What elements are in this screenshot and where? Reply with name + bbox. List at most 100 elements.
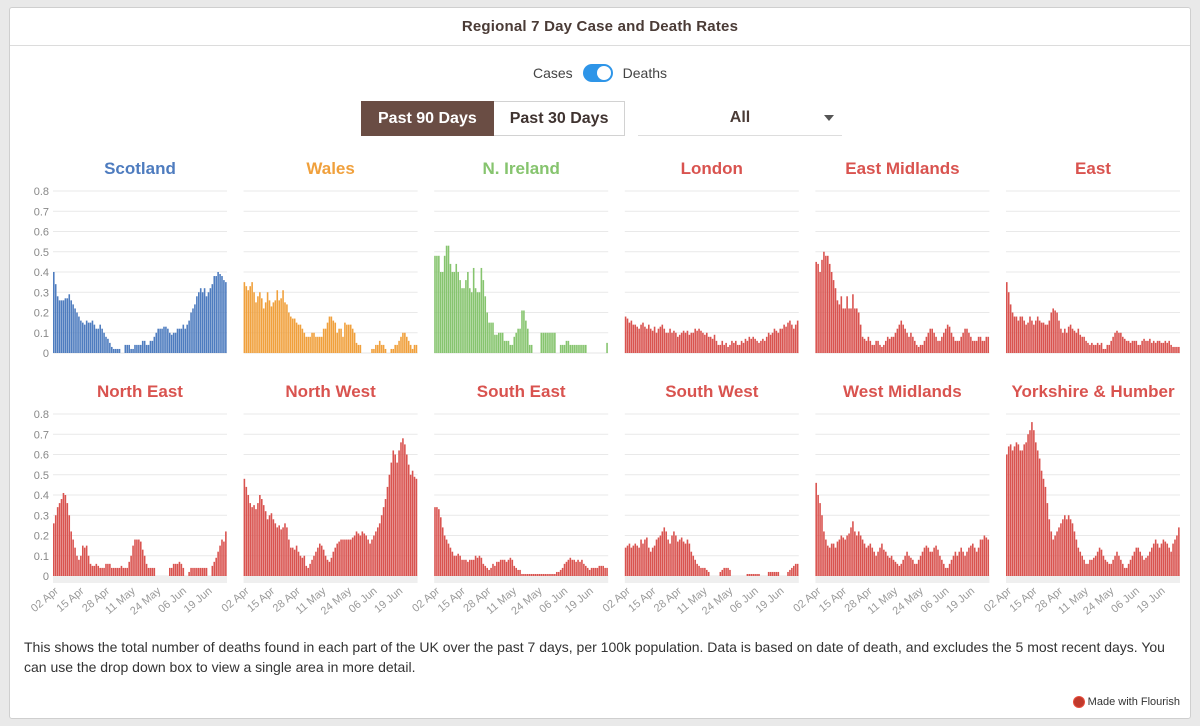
bar [111,346,113,354]
bar [856,535,858,576]
bar [319,543,321,576]
bar [116,348,119,353]
bar [474,288,477,353]
bar [434,507,436,576]
bar [1102,348,1105,353]
bar [64,495,67,576]
bar [748,336,751,353]
bar [871,547,874,576]
bar [550,332,552,353]
bar [89,322,92,353]
bar [1168,340,1170,353]
bar [929,328,932,353]
bar [987,539,990,576]
bar [1129,342,1132,354]
bar [394,454,396,576]
bar [1019,450,1022,576]
bar [1114,555,1116,576]
bar [1044,486,1047,576]
bar [188,571,190,576]
bar [773,328,776,353]
bar [606,567,608,576]
bar [758,342,760,354]
bar [392,450,395,576]
bar [863,543,866,576]
bar [1108,563,1111,576]
bar [944,567,947,576]
toggle-switch[interactable] [582,64,613,82]
bar [952,555,955,576]
bar [351,328,354,353]
bar [264,302,267,354]
bar [396,462,398,576]
bar [538,573,541,576]
bar [247,495,250,576]
bar [636,326,638,353]
bar [1042,322,1045,353]
bar [276,290,279,353]
bar [101,328,103,353]
bar [251,507,253,576]
bar [194,567,196,576]
bar [846,296,848,353]
bar [322,328,325,353]
bar [640,324,642,353]
bar [72,539,74,576]
bar [494,565,496,577]
bar [153,336,156,353]
bar [604,567,606,576]
bar [78,559,80,576]
y-tick-label: 0.3 [34,510,49,522]
bar [1007,292,1010,353]
bar [114,348,117,353]
bar [449,547,452,576]
bar [528,344,531,353]
past-30-days-button[interactable]: Past 30 Days [493,101,626,136]
bar [149,340,152,353]
bar [935,545,937,576]
toggle-label-cases[interactable]: Cases [532,65,573,81]
bar [1135,340,1138,353]
bar [219,545,221,576]
bar [1174,346,1176,354]
panel-title: South East [477,382,566,401]
past-90-days-button[interactable]: Past 90 Days [361,101,494,136]
bar [692,555,695,576]
bar [655,332,658,353]
bar [557,571,560,576]
bar [1042,478,1045,576]
flourish-credit[interactable]: Made with Flourish [1073,696,1180,708]
bar [791,324,793,353]
y-tick-label: 0.6 [34,450,49,462]
x-tick-label: 02 Apr [219,585,251,615]
toggle-label-deaths[interactable]: Deaths [622,65,668,81]
bar [1073,330,1076,353]
bar [923,547,926,576]
bar [1110,563,1112,576]
bar [145,344,148,353]
bar [931,551,933,576]
bar [1050,312,1053,353]
bar [291,318,294,353]
bar [859,324,862,353]
bar [1075,539,1078,576]
bar [180,328,183,353]
bar [929,551,932,576]
bar [842,537,845,576]
bar [579,344,581,353]
bar [1091,559,1093,576]
bar [875,555,877,576]
bar [1176,346,1178,354]
bar [1123,567,1126,576]
bar [105,563,107,576]
bar [1085,563,1087,576]
bar [1127,340,1130,353]
bar [1170,344,1172,353]
bar [1149,551,1151,576]
bar [565,340,568,353]
bar [1106,344,1109,353]
bar [221,539,223,576]
region-dropdown[interactable]: All [638,101,842,136]
bar [1176,535,1178,576]
